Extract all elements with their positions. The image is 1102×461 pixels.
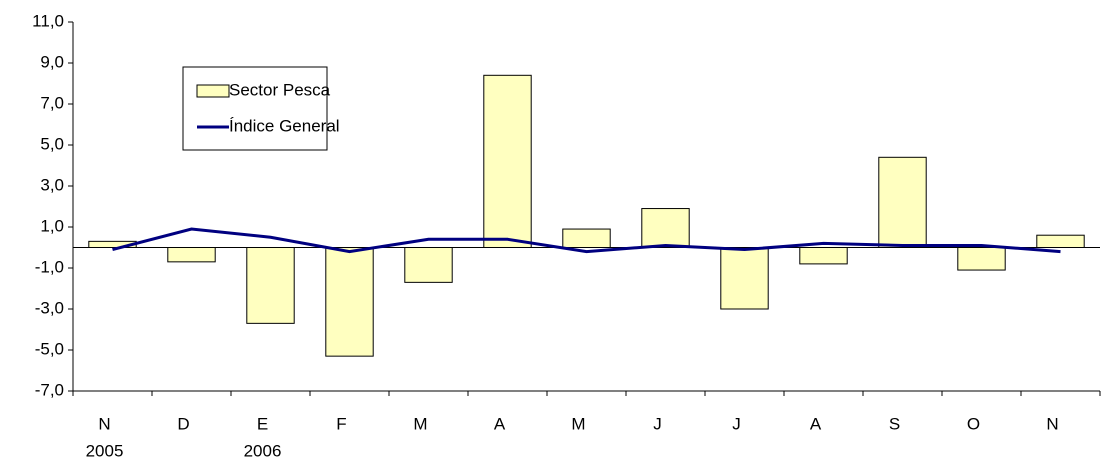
x-tick-label: A	[810, 414, 822, 433]
x-year-label: 2005	[86, 441, 124, 460]
bar	[957, 247, 1006, 271]
x-tick-label: S	[889, 414, 900, 433]
y-tick-label: 11,0	[32, 11, 64, 30]
legend	[182, 66, 328, 151]
bar	[799, 247, 848, 265]
y-tick-label: 5,0	[40, 134, 64, 153]
x-tick-label: A	[494, 414, 506, 433]
x-tick-label: J	[653, 414, 662, 433]
bar	[641, 208, 690, 249]
legend-swatch	[196, 84, 230, 98]
x-tick-label: N	[98, 414, 110, 433]
x-tick-label: M	[571, 414, 585, 433]
y-tick-label: 9,0	[40, 52, 64, 71]
bar	[1036, 234, 1085, 248]
bar	[167, 247, 216, 263]
x-tick-label: E	[257, 414, 268, 433]
bar	[878, 156, 927, 248]
x-tick-label: O	[967, 414, 980, 433]
bar	[325, 247, 374, 357]
y-tick-label: 1,0	[40, 216, 64, 235]
x-tick-label: J	[732, 414, 741, 433]
line	[112, 227, 1061, 254]
x-tick-label: D	[177, 414, 189, 433]
y-tick-label: -7,0	[35, 380, 64, 399]
x-tick-label: F	[336, 414, 346, 433]
bar	[246, 247, 295, 324]
legend-label: Índice General	[229, 116, 340, 135]
y-tick-label: -5,0	[35, 339, 64, 358]
bar	[720, 247, 769, 310]
y-tick-label: 3,0	[40, 175, 64, 194]
y-tick-label: -1,0	[35, 257, 64, 276]
y-tick-label: 7,0	[40, 93, 64, 112]
x-tick-label: N	[1046, 414, 1058, 433]
x-tick-label: M	[413, 414, 427, 433]
y-tick-label: -3,0	[35, 298, 64, 317]
bar	[404, 247, 453, 283]
legend-label: Sector Pesca	[229, 80, 331, 99]
x-year-label: 2006	[244, 441, 282, 460]
bar	[483, 74, 532, 248]
bar	[562, 228, 611, 249]
